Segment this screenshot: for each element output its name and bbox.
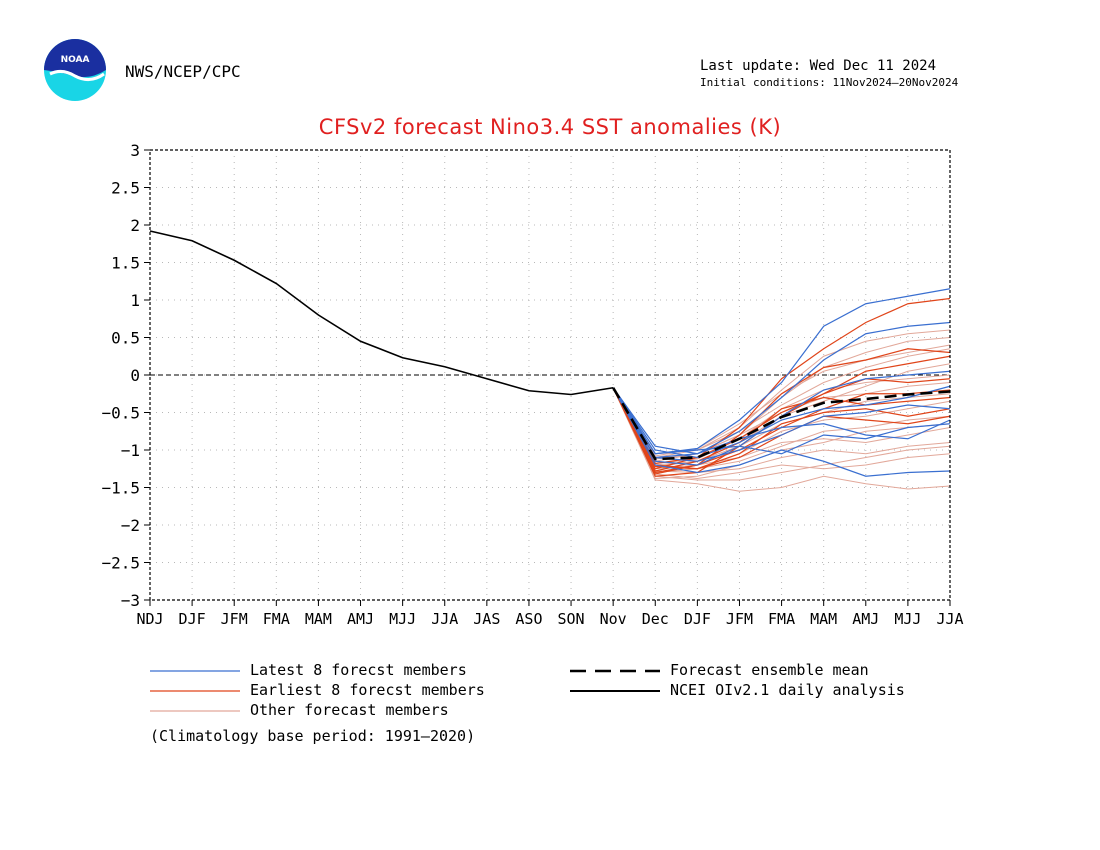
y-tick-label: −1 bbox=[121, 441, 140, 460]
latest-member-line bbox=[612, 321, 951, 459]
other-member-line bbox=[612, 387, 951, 480]
climatology-note: (Climatology base period: 1991–2020) bbox=[150, 727, 476, 745]
ensemble-mean-line bbox=[612, 387, 951, 461]
x-tick-label: JJA bbox=[936, 610, 963, 628]
y-tick-label: 0.5 bbox=[111, 329, 140, 348]
y-tick-label: −0.5 bbox=[101, 404, 140, 423]
x-tick-label: SON bbox=[558, 610, 585, 628]
legend-label-earliest: Earliest 8 forecst members bbox=[250, 681, 485, 699]
agency-label: NWS/NCEP/CPC bbox=[125, 62, 241, 81]
x-tick-label: AMJ bbox=[852, 610, 879, 628]
x-tick-label: JAS bbox=[473, 610, 500, 628]
y-tick-label: 1 bbox=[130, 291, 140, 310]
latest-member-line bbox=[612, 387, 951, 455]
x-tick-label: DJF bbox=[179, 610, 206, 628]
earliest-member-line bbox=[612, 387, 951, 470]
x-tick-label: FMA bbox=[263, 610, 290, 628]
legend bbox=[150, 669, 660, 712]
y-tick-label: 0 bbox=[130, 366, 140, 385]
earliest-member-line bbox=[612, 297, 951, 470]
grid-lines bbox=[150, 150, 950, 600]
y-tick-label: 2 bbox=[130, 216, 140, 235]
y-tick-label: −2.5 bbox=[101, 554, 140, 573]
last-update-label: Last update: Wed Dec 11 2024 bbox=[700, 58, 937, 74]
x-tick-label: FMA bbox=[768, 610, 795, 628]
legend-label-latest: Latest 8 forecst members bbox=[250, 661, 467, 679]
chart-title: CFSv2 forecast Nino3.4 SST anomalies (K) bbox=[318, 115, 782, 139]
legend-label-mean: Forecast ensemble mean bbox=[670, 661, 869, 679]
logo-text: NOAA bbox=[61, 55, 90, 65]
latest-member-line bbox=[612, 288, 951, 455]
y-tick-label: −3 bbox=[121, 591, 140, 610]
x-tick-label: Nov bbox=[600, 610, 627, 628]
series-group bbox=[149, 230, 951, 492]
latest-member-line bbox=[612, 387, 951, 455]
other-member-line bbox=[612, 344, 951, 457]
analysis-line bbox=[149, 230, 614, 396]
y-tick-label: 3 bbox=[130, 141, 140, 160]
y-tick-label: 1.5 bbox=[111, 254, 140, 273]
y-axis-ticks: 3 2.5 2 1.5 1 0.5 0 −0.5 −1 −1.5 −2 −2.5 −3 bbox=[101, 141, 150, 610]
x-tick-label: Dec bbox=[642, 610, 669, 628]
x-tick-label: MJJ bbox=[389, 610, 416, 628]
x-tick-label: JJA bbox=[431, 610, 458, 628]
latest-member-line bbox=[612, 387, 951, 477]
x-tick-label: ASO bbox=[515, 610, 542, 628]
y-tick-label: −2 bbox=[121, 516, 140, 535]
noaa-logo-icon: NOAA bbox=[44, 39, 106, 101]
x-tick-label: JFM bbox=[726, 610, 753, 628]
x-tick-label: MAM bbox=[810, 610, 837, 628]
other-member-line bbox=[612, 387, 951, 492]
legend-label-other: Other forecast members bbox=[250, 701, 449, 719]
x-tick-label: NDJ bbox=[136, 610, 163, 628]
other-member-line bbox=[612, 348, 951, 459]
legend-label-analysis: NCEI OIv2.1 daily analysis bbox=[670, 681, 905, 699]
y-tick-label: −1.5 bbox=[101, 479, 140, 498]
earliest-member-line bbox=[612, 378, 951, 465]
plot-frame bbox=[149, 149, 951, 601]
x-tick-label: MJJ bbox=[894, 610, 921, 628]
earliest-member-line bbox=[612, 348, 951, 474]
x-tick-label: DJF bbox=[684, 610, 711, 628]
x-axis-ticks: NDJ DJF JFM FMA MAM AMJ MJJ JJA JAS ASO SON Nov Dec D… bbox=[136, 600, 964, 628]
y-tick-label: 2.5 bbox=[111, 179, 140, 198]
initial-conditions-label: Initial conditions: 11Nov2024–20Nov2024 bbox=[700, 76, 959, 89]
x-tick-label: AMJ bbox=[347, 610, 374, 628]
x-tick-label: JFM bbox=[221, 610, 248, 628]
x-tick-label: MAM bbox=[305, 610, 332, 628]
